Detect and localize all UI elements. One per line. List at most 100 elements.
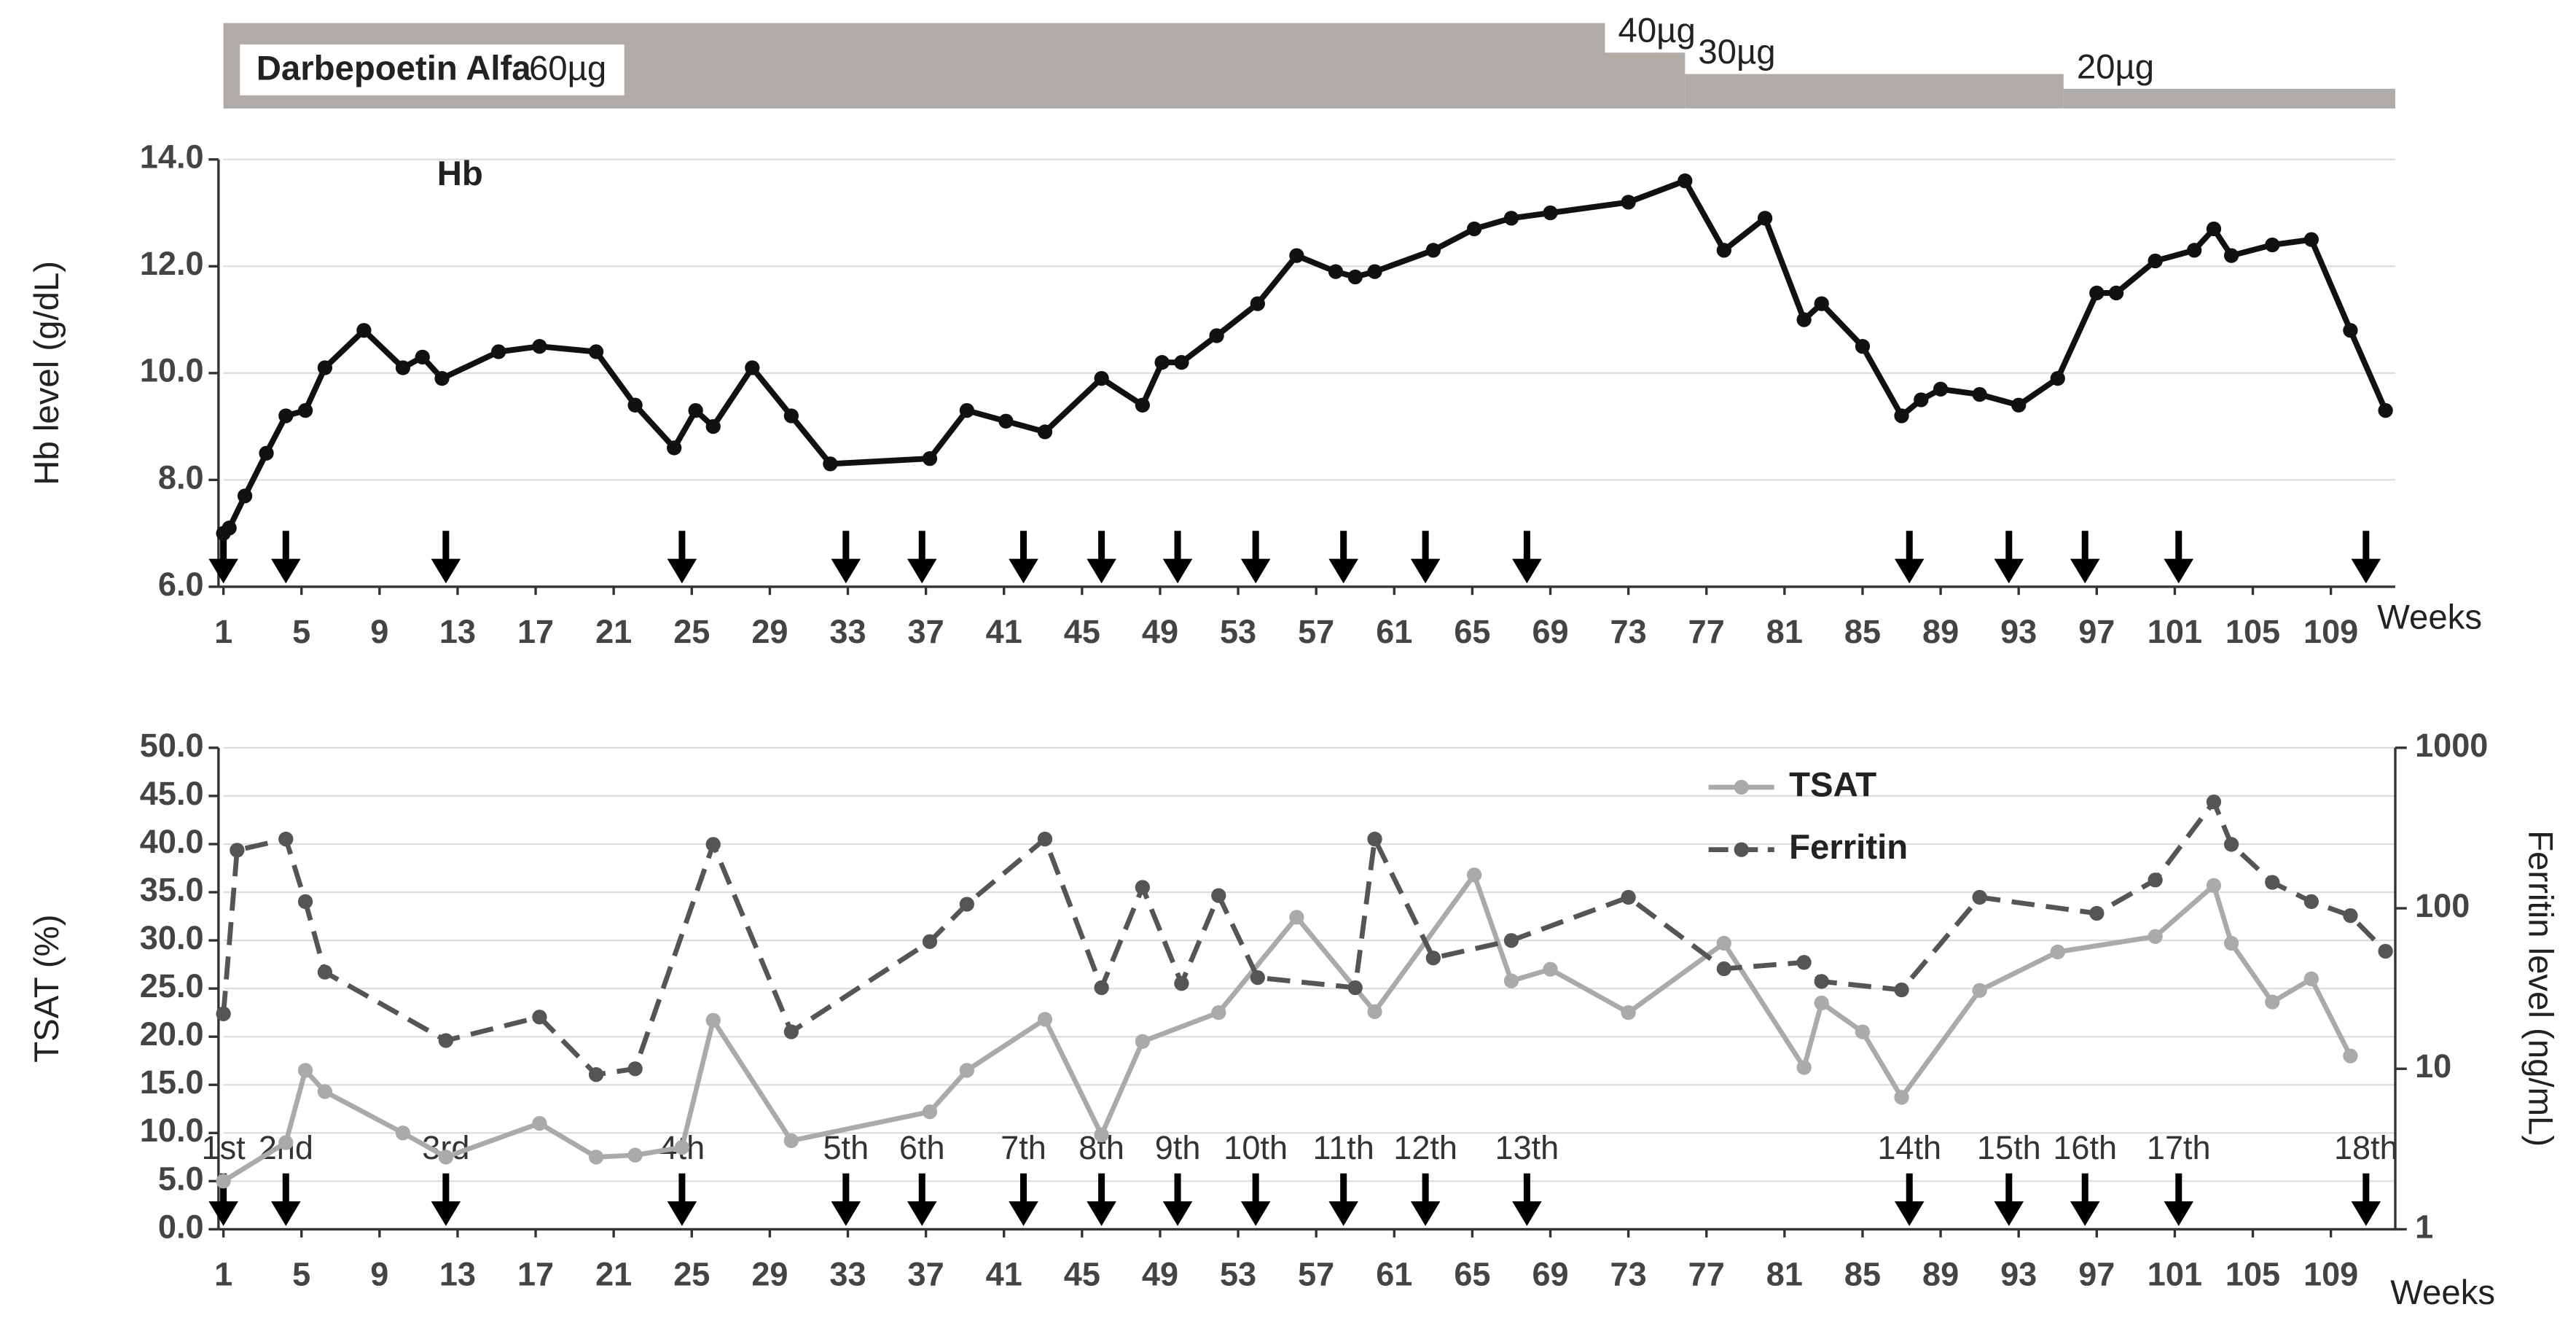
data-point bbox=[317, 1084, 332, 1099]
iron-dose-label: 5th bbox=[823, 1129, 869, 1166]
x-tick-label: 21 bbox=[595, 1256, 632, 1293]
arrow-head bbox=[2070, 558, 2100, 584]
data-point bbox=[2108, 285, 2124, 301]
iron-dose-arrow bbox=[1994, 1173, 2024, 1226]
data-point bbox=[1037, 1012, 1053, 1027]
iron-dose-arrow bbox=[1009, 531, 1038, 584]
iron-dose-label: 13th bbox=[1495, 1129, 1559, 1166]
data-point bbox=[297, 402, 313, 418]
data-point bbox=[1855, 1024, 1871, 1039]
data-point bbox=[2011, 397, 2027, 413]
data-point bbox=[1094, 980, 1109, 996]
data-point bbox=[1154, 355, 1170, 370]
x-tick-label: 9 bbox=[370, 1256, 388, 1293]
data-point bbox=[1933, 381, 1949, 397]
data-point bbox=[783, 1024, 799, 1039]
data-point bbox=[1425, 243, 1441, 258]
y-tick-label: 12.0 bbox=[140, 245, 204, 282]
x-tick-label: 97 bbox=[2078, 1256, 2115, 1293]
data-point bbox=[1814, 296, 1829, 311]
iron-dose-arrow bbox=[2351, 1173, 2381, 1226]
arrow-head bbox=[208, 1201, 238, 1226]
iron-dose-arrow bbox=[667, 1173, 697, 1226]
iron-dose-arrow bbox=[667, 531, 697, 584]
arrow-head bbox=[1087, 1201, 1116, 1226]
data-point bbox=[1621, 1005, 1636, 1020]
data-point bbox=[1094, 371, 1109, 386]
y-tick-label: 6.0 bbox=[158, 566, 204, 603]
data-point bbox=[356, 323, 372, 338]
data-point bbox=[1466, 867, 1482, 883]
x-tick-label: 37 bbox=[908, 1256, 944, 1293]
data-point bbox=[922, 450, 938, 467]
data-point bbox=[1211, 1005, 1226, 1020]
data-point bbox=[1174, 355, 1189, 370]
x-tick-label: 101 bbox=[2148, 613, 2202, 650]
data-point bbox=[959, 1063, 974, 1078]
data-point bbox=[278, 831, 294, 847]
iron-dose-label: 14th bbox=[1877, 1129, 1941, 1166]
x-tick-label: 105 bbox=[2225, 1256, 2280, 1293]
data-point bbox=[1621, 195, 1636, 210]
arrow-head bbox=[1994, 1201, 2024, 1226]
y-tick-label: 50.0 bbox=[140, 727, 204, 764]
iron-dose-arrow bbox=[2164, 531, 2194, 584]
data-point bbox=[1972, 983, 1987, 998]
data-point bbox=[1174, 976, 1189, 991]
data-point bbox=[2265, 875, 2280, 890]
arrow-head bbox=[1410, 1201, 1441, 1226]
data-point bbox=[1503, 933, 1519, 948]
data-point bbox=[588, 1067, 604, 1082]
data-point bbox=[1814, 995, 1829, 1011]
data-point bbox=[627, 1147, 643, 1163]
arrow-head bbox=[1328, 1201, 1358, 1226]
arrow-head bbox=[831, 558, 861, 584]
arrow-head bbox=[667, 1201, 697, 1226]
iron-dose-arrow bbox=[1410, 1173, 1441, 1226]
data-point bbox=[2223, 837, 2239, 852]
x-tick-label: 45 bbox=[1064, 1256, 1100, 1293]
data-point bbox=[434, 371, 450, 386]
arrow-head bbox=[1009, 558, 1038, 584]
arrow-head bbox=[271, 558, 301, 584]
iron-dose-arrow bbox=[831, 1173, 861, 1226]
data-point bbox=[1972, 889, 1987, 905]
dose-step bbox=[2063, 88, 2396, 109]
x-tick-label: 37 bbox=[908, 613, 944, 650]
x-tick-label: 69 bbox=[1532, 613, 1568, 650]
data-point bbox=[532, 1115, 547, 1131]
iron-dose-arrow bbox=[1162, 1173, 1193, 1226]
iron-dose-label: 9th bbox=[1155, 1129, 1201, 1166]
iron-dose-label: 18th bbox=[2334, 1129, 2398, 1166]
data-point bbox=[395, 360, 411, 375]
dose-label: 40µg bbox=[1618, 12, 1696, 50]
data-point bbox=[1347, 269, 1363, 285]
x-tick-label: 21 bbox=[595, 613, 632, 650]
x-tick-label: 77 bbox=[1688, 613, 1725, 650]
data-point bbox=[922, 1104, 938, 1120]
data-point bbox=[278, 1135, 294, 1150]
x-tick-label: 65 bbox=[1454, 613, 1490, 650]
data-point bbox=[1677, 173, 1693, 189]
data-point bbox=[1796, 955, 1812, 970]
data-point bbox=[1037, 424, 1053, 440]
x-tick-label: 41 bbox=[986, 613, 1022, 650]
x-tick-label: 25 bbox=[673, 1256, 710, 1293]
data-point bbox=[1972, 387, 1987, 402]
y2-tick-label: 10 bbox=[2415, 1047, 2451, 1085]
iron-dose-label: 17th bbox=[2147, 1129, 2211, 1166]
x-tick-label: 33 bbox=[829, 1256, 866, 1293]
arrow-head bbox=[1894, 1201, 1925, 1226]
data-point bbox=[2378, 943, 2393, 959]
data-point bbox=[1250, 969, 1265, 986]
data-point bbox=[1250, 296, 1265, 311]
data-point bbox=[2089, 905, 2105, 921]
data-point bbox=[2206, 878, 2222, 893]
iron-dose-label: 16th bbox=[2053, 1129, 2117, 1166]
y2-tick-label: 1000 bbox=[2415, 727, 2488, 764]
data-point bbox=[1543, 961, 1558, 977]
arrow-head bbox=[2351, 1201, 2381, 1226]
x-tick-label: 41 bbox=[986, 1256, 1022, 1293]
y-tick-label: 20.0 bbox=[140, 1015, 204, 1053]
